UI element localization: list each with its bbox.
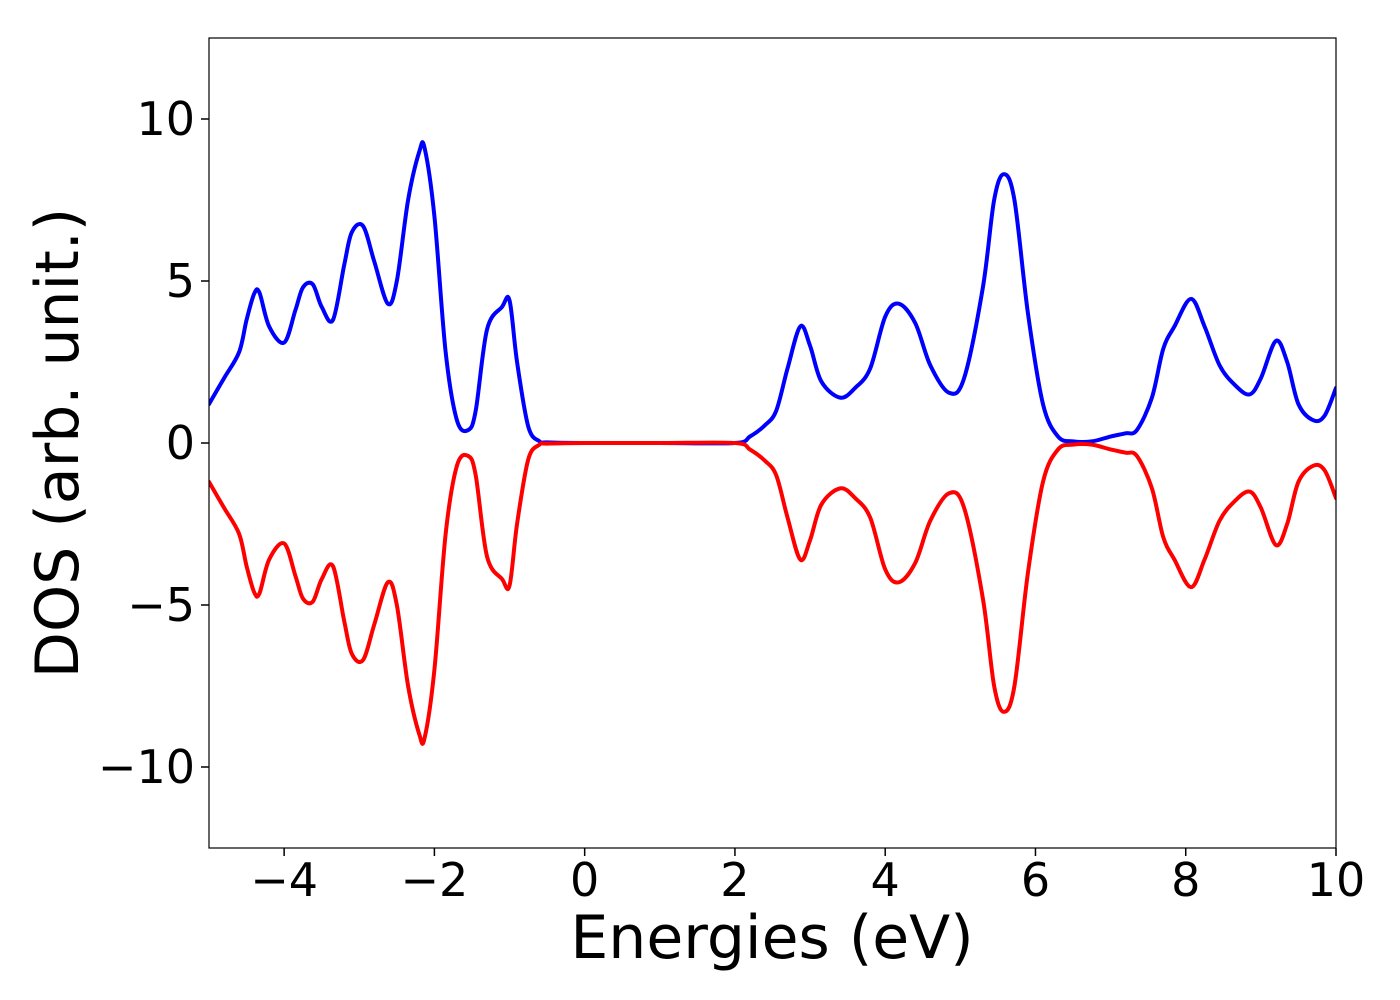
y-tick-label: 10 xyxy=(136,92,195,146)
x-tick-label: 0 xyxy=(570,853,599,907)
y-tick-label: −10 xyxy=(98,740,195,794)
series-layer xyxy=(209,140,1336,746)
x-tick-label: −4 xyxy=(250,853,318,907)
x-tick-label: 8 xyxy=(1171,853,1200,907)
x-tick-label: 4 xyxy=(871,853,900,907)
y-tick-label: 5 xyxy=(166,254,195,308)
series-line-1 xyxy=(209,140,1336,446)
x-tick-label: 10 xyxy=(1307,853,1366,907)
x-tick-label: 2 xyxy=(720,853,749,907)
plot-frame xyxy=(208,37,1337,849)
x-tick-label: 6 xyxy=(1021,853,1050,907)
y-tick-label: −5 xyxy=(127,578,195,632)
y-tick-label: 0 xyxy=(166,416,195,470)
x-axis-title: Energies (eV) xyxy=(570,903,973,973)
series-line-2 xyxy=(209,440,1336,746)
y-axis-title: DOS (arb. unit.) xyxy=(23,208,93,678)
ticks-layer: −4 −2 0 2 4 6 8 10 −10 −5 0 5 10 xyxy=(98,92,1365,907)
x-tick-label: −2 xyxy=(400,853,468,907)
